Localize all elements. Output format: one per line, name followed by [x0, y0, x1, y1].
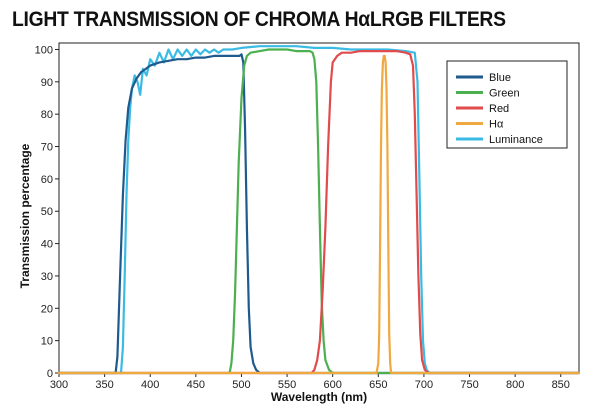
x-tick-label: 850 [552, 379, 570, 391]
series-line-luminance [57, 45, 581, 375]
x-axis-ticks: 300 350 400 450 500 550 600 650 700 750 800 850 [50, 373, 570, 391]
legend-label: Luminance [489, 134, 543, 146]
y-tick-label: 30 [41, 271, 53, 283]
y-tick-label: 100 [35, 44, 53, 56]
y-tick-label: 90 [41, 77, 53, 89]
x-tick-label: 500 [232, 379, 250, 391]
y-axis-label: Transmission percentage [18, 143, 32, 288]
y-axis-ticks: 0 10 20 30 40 50 60 70 80 90 100 [35, 44, 59, 380]
y-tick-label: 40 [41, 239, 53, 251]
y-tick-label: 20 [41, 303, 53, 315]
legend-label: Green [489, 88, 520, 100]
chart-title: LIGHT TRANSMISSION OF CHROMA HαLRGB FILT… [12, 8, 506, 31]
x-tick-label: 800 [506, 379, 524, 391]
x-tick-label: 600 [324, 379, 342, 391]
y-tick-label: 80 [41, 109, 53, 121]
legend: Blue Green Red Hα Luminance [446, 60, 568, 149]
y-tick-label: 50 [41, 206, 53, 218]
series-lines [57, 45, 581, 375]
x-tick-label: 400 [141, 379, 159, 391]
y-tick-label: 60 [41, 174, 53, 186]
y-tick-label: 70 [41, 142, 53, 154]
x-tick-label: 700 [415, 379, 433, 391]
x-tick-label: 300 [50, 379, 68, 391]
legend-label: Blue [489, 72, 511, 84]
y-tick-label: 0 [47, 368, 53, 380]
y-tick-label: 10 [41, 336, 53, 348]
series-line-blue [57, 53, 581, 375]
legend-label: Hα [489, 119, 504, 131]
x-tick-label: 350 [95, 379, 113, 391]
x-tick-label: 450 [187, 379, 205, 391]
series-line-h-alpha [57, 54, 581, 375]
x-tick-label: 750 [460, 379, 478, 391]
x-axis-label: Wavelength (nm) [271, 390, 367, 404]
series-line-red [57, 50, 581, 375]
x-tick-label: 650 [369, 379, 387, 391]
legend-label: Red [489, 103, 509, 115]
x-tick-label: 550 [278, 379, 296, 391]
